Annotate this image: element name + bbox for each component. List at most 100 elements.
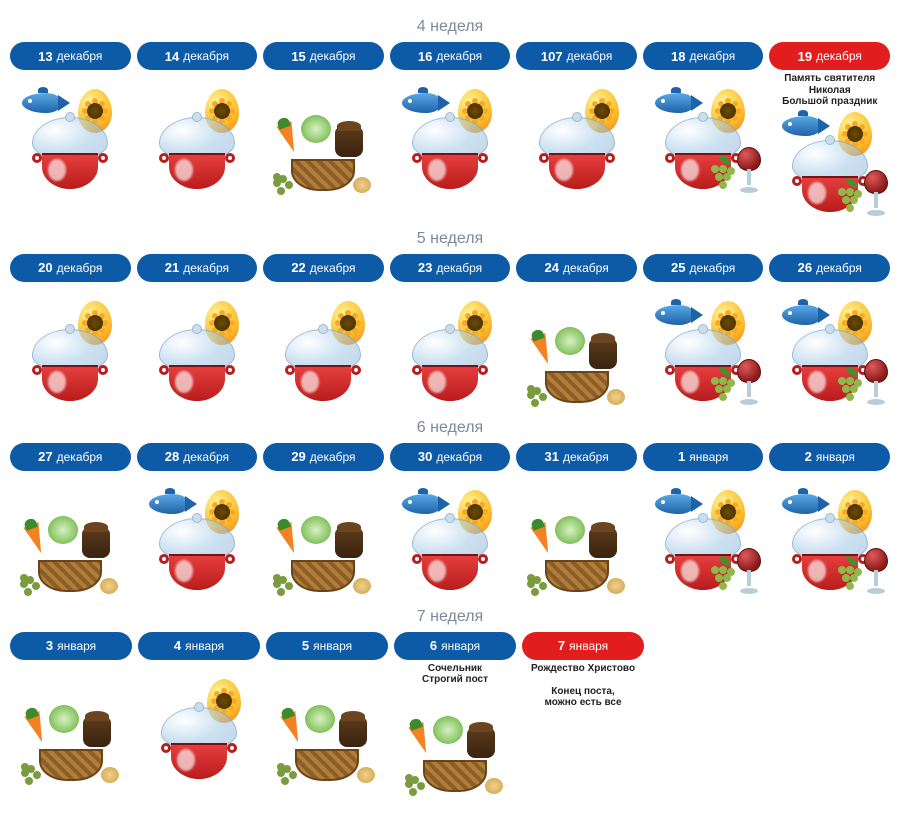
day-cell: 27декабря — [10, 443, 131, 600]
food-icon-pot_fish_oil_wine — [643, 301, 763, 411]
date-month: декабря — [436, 261, 482, 275]
date-pill: 27декабря — [10, 443, 131, 471]
date-month: декабря — [436, 450, 482, 464]
date-month: декабря — [563, 261, 609, 275]
date-month: декабря — [183, 49, 229, 63]
date-day-number: 21 — [165, 260, 179, 275]
date-month: декабря — [567, 49, 613, 63]
day-cell: 31 декабря — [516, 443, 637, 600]
food-icon-pot_fish_oil_wine — [643, 89, 763, 199]
date-month: декабря — [57, 49, 103, 63]
week-row: 13 декабря 14декабря 15 декабря 16декабря 1… — [10, 42, 890, 222]
date-pill: 7 января — [522, 632, 644, 660]
day-note: Память святителя НиколаяБольшой праздник — [769, 73, 890, 108]
date-pill: 22 декабря — [263, 254, 384, 282]
food-icon-pot_oil — [517, 89, 637, 199]
date-day-number: 6 — [430, 638, 437, 653]
day-cell: 23 декабря — [390, 254, 511, 411]
food-icon-basket — [10, 490, 130, 600]
food-icon-pot_oil — [137, 301, 257, 411]
day-cell: 3января — [10, 632, 132, 823]
date-day-number: 30 — [418, 449, 432, 464]
date-month: декабря — [310, 49, 356, 63]
date-day-number: 19 — [798, 49, 812, 64]
food-icon-pot_fish_oil — [137, 490, 257, 600]
day-note: СочельникСтрогий пост — [422, 663, 488, 686]
date-day-number: 22 — [291, 260, 305, 275]
day-cell: 5 января — [266, 632, 388, 823]
food-icon-pot_oil — [10, 301, 130, 411]
date-day-number: 28 — [165, 449, 179, 464]
day-cell: 6января СочельникСтрогий пост — [394, 632, 516, 823]
food-icon-pot_oil — [390, 301, 510, 411]
date-month: декабря — [310, 261, 356, 275]
date-month: января — [313, 639, 352, 653]
week-row: 20декабря 21декабря 22декабря 23декабря … — [10, 254, 890, 411]
date-pill: 14декабря — [137, 42, 258, 70]
date-month: декабря — [57, 450, 103, 464]
date-day-number: 31 — [544, 449, 558, 464]
date-pill: 6января — [394, 632, 516, 660]
date-month: января — [185, 639, 224, 653]
day-cell: 15 декабря — [263, 42, 384, 222]
date-pill: 24 декабря — [516, 254, 637, 282]
food-icon-pot_fish_oil — [390, 490, 510, 600]
date-month: декабря — [563, 450, 609, 464]
date-pill: 18декабря — [643, 42, 764, 70]
food-icon-pot_fish_oil_wine — [770, 112, 890, 222]
date-month: декабря — [816, 49, 862, 63]
date-day-number: 107 — [541, 49, 563, 64]
date-month: декабря — [690, 261, 736, 275]
food-icon-basket — [263, 490, 383, 600]
date-pill: 107 декабря — [516, 42, 637, 70]
fasting-calendar: 4 неделя13декабря 14декабря 15декабря16д… — [10, 18, 890, 823]
date-day-number: 23 — [418, 260, 432, 275]
date-pill: 31 декабря — [516, 443, 637, 471]
date-month: января — [689, 450, 728, 464]
date-month: декабря — [310, 450, 356, 464]
day-cell: 22 декабря — [263, 254, 384, 411]
day-cell: 7 января Рождество ХристовоКонец поста,мож… — [522, 632, 644, 823]
date-day-number: 5 — [302, 638, 309, 653]
date-day-number: 2 — [805, 449, 812, 464]
date-pill: 23 декабря — [390, 254, 511, 282]
food-icon-pot_fish_oil_wine — [770, 490, 890, 600]
week-title: 4 неделя — [10, 18, 890, 36]
week-title: 7 неделя — [10, 608, 890, 626]
day-cell: 16декабря — [390, 42, 511, 222]
date-day-number: 15 — [291, 49, 305, 64]
food-icon-basket — [267, 679, 387, 789]
food-icon-pot_oil — [137, 89, 257, 199]
date-month: декабря — [183, 450, 229, 464]
day-cell: 30 декабря — [390, 443, 511, 600]
day-note: Рождество ХристовоКонец поста,можно есть… — [531, 663, 635, 709]
food-icon-pot_oil — [263, 301, 383, 411]
day-cell: 1 января — [643, 443, 764, 600]
date-day-number: 29 — [291, 449, 305, 464]
date-day-number: 4 — [174, 638, 181, 653]
date-month: января — [569, 639, 608, 653]
date-pill: 3января — [10, 632, 132, 660]
day-cell: 2 января — [769, 443, 890, 600]
date-pill: 30 декабря — [390, 443, 511, 471]
date-day-number: 24 — [544, 260, 558, 275]
date-pill: 21 декабря — [137, 254, 258, 282]
date-pill: 5 января — [266, 632, 388, 660]
date-pill: 1 января — [643, 443, 764, 471]
date-day-number: 13 — [38, 49, 52, 64]
day-cell: 19 декабря Память святителя НиколаяБольшой… — [769, 42, 890, 222]
day-cell: 21 декабря — [137, 254, 258, 411]
date-pill: 2 января — [769, 443, 890, 471]
date-day-number: 26 — [798, 260, 812, 275]
day-cell: 28 декабря — [137, 443, 258, 600]
food-icon-basket — [11, 679, 131, 789]
date-day-number: 1 — [678, 449, 685, 464]
date-month: декабря — [816, 261, 862, 275]
date-day-number: 7 — [558, 638, 565, 653]
date-pill: 13 декабря — [10, 42, 131, 70]
date-day-number: 18 — [671, 49, 685, 64]
date-month: декабря — [183, 261, 229, 275]
date-pill: 26 декабря — [769, 254, 890, 282]
date-month: января — [816, 450, 855, 464]
food-icon-pot_fish_oil_wine — [643, 490, 763, 600]
